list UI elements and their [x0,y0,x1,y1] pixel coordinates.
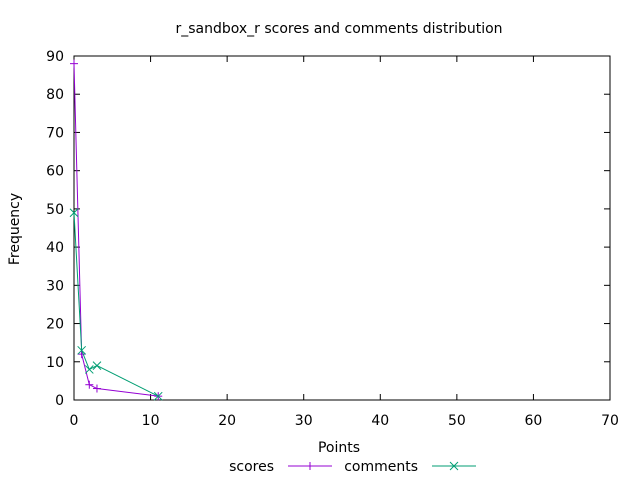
y-tick-label: 70 [46,125,64,141]
data-point-scores [85,380,94,389]
data-point-comments [77,345,87,355]
legend-marker-scores [306,462,314,470]
y-tick-label: 40 [46,240,64,256]
data-point-comments [153,391,163,401]
data-point-scores [92,384,101,393]
y-tick-label: 50 [46,202,64,218]
legend-label-scores: scores [229,459,274,475]
y-tick-label: 30 [46,278,64,294]
x-tick-label: 50 [448,413,466,429]
y-tick-label: 10 [46,355,64,371]
series-comments [69,208,163,401]
x-tick-label: 60 [525,413,543,429]
y-tick-labels: 0 10 20 30 40 50 60 70 80 90 [46,49,64,409]
legend: scores comments [229,459,476,475]
data-point-comments [92,361,102,370]
x-tick-label: 20 [218,413,236,429]
y-tick-label: 20 [46,317,64,333]
y-tick-label: 90 [46,49,64,65]
legend-marker-comments [449,461,459,471]
plot-frame [73,55,611,401]
series-layer [69,59,163,401]
y-tick-label: 60 [46,164,64,180]
axis-ticks [73,55,611,401]
x-tick-label: 30 [295,413,313,429]
legend-sample-scores [288,462,332,470]
legend-sample-comments [432,461,476,471]
plot-border [73,55,611,401]
y-tick-label: 80 [46,87,64,103]
y-tick-label: 0 [55,393,64,409]
data-point-comments [69,208,79,218]
chart-title: r_sandbox_r scores and comments distribu… [175,21,502,37]
x-tick-label: 40 [371,413,389,429]
data-point-scores [70,59,78,68]
series-scores [70,59,163,401]
x-tick-label: 10 [142,413,160,429]
x-tick-label: 0 [70,413,79,429]
x-tick-labels: 0 10 20 30 40 50 60 70 [70,413,619,429]
x-tick-label: 70 [601,413,619,429]
y-axis-label: Frequency [7,193,23,265]
legend-label-comments: comments [344,459,418,475]
x-axis-label: Points [318,440,360,456]
data-point-comments [84,365,94,374]
